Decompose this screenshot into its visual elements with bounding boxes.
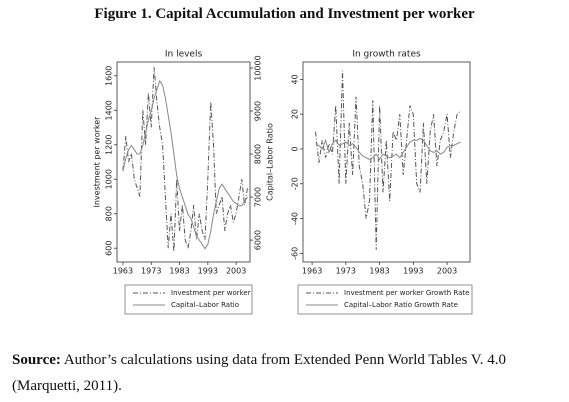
y-tick-label: 1200 [105,135,114,155]
x-tick-label: 1973 [141,267,161,276]
y-tick-label: 1000 [105,169,114,189]
series-line [122,79,248,250]
series-line [315,137,461,161]
y2-tick-label: 9000 [254,101,263,121]
x-tick-label: 2003 [437,267,457,276]
y-tick-label: 40 [291,74,300,84]
series-line [315,70,461,250]
y2-tick-label: 6000 [254,230,263,250]
figure-title: Figure 1. Capital Accumulation and Inves… [94,6,475,22]
y-tick-label: 800 [105,206,114,221]
y-tick-label: 0 [291,146,300,151]
legend-label: Investment per worker Growth Rate [344,289,469,297]
x-tick-label: 1973 [336,267,356,276]
source-note: Source: Author’s calculations using data… [12,347,560,399]
y-tick-label: 1400 [105,100,114,120]
y2-tick-label: 10000 [254,55,263,80]
x-tick-label: 1983 [369,267,389,276]
figure: In levels 1963 1973 1983 1993 2003 600 800 1000 1… [93,50,473,315]
plot-frame [116,61,251,263]
chart-title: In levels [165,50,203,60]
y2-tick-label: 8000 [254,144,263,164]
legend-label: Capital–Labor Ratio Growth Rate [344,301,458,309]
series-line [122,67,248,252]
x-tick-label: 1963 [302,267,322,276]
x-tick-label: 1993 [403,267,423,276]
y-tick-label: -40 [291,212,300,225]
y-tick-label: 1600 [105,66,114,86]
plot-frame [302,61,471,263]
legend-box [124,284,253,315]
legend-label: Capital–Labor Ratio [171,301,239,309]
y-tick-label: -60 [291,247,300,260]
x-tick-label: 2003 [226,267,246,276]
y2-tick-label: 7000 [254,187,263,207]
y2-axis-label: Capital–Labor Ratio [266,123,275,201]
x-tick-label: 1963 [113,267,133,276]
legend-label: Investment per worker [171,289,251,297]
chart-title: In growth rates [352,50,421,60]
y-tick-label: 20 [291,109,300,119]
y-axis-label: Investment per worker [93,116,102,208]
source-text: Author’s calculations using data from Ex… [12,352,506,394]
y-tick-label: -20 [291,177,300,190]
x-tick-label: 1983 [169,267,189,276]
x-tick-label: 1993 [198,267,218,276]
source-label: Source: [12,352,61,368]
legend-box [297,284,473,315]
y-tick-label: 600 [105,241,114,256]
